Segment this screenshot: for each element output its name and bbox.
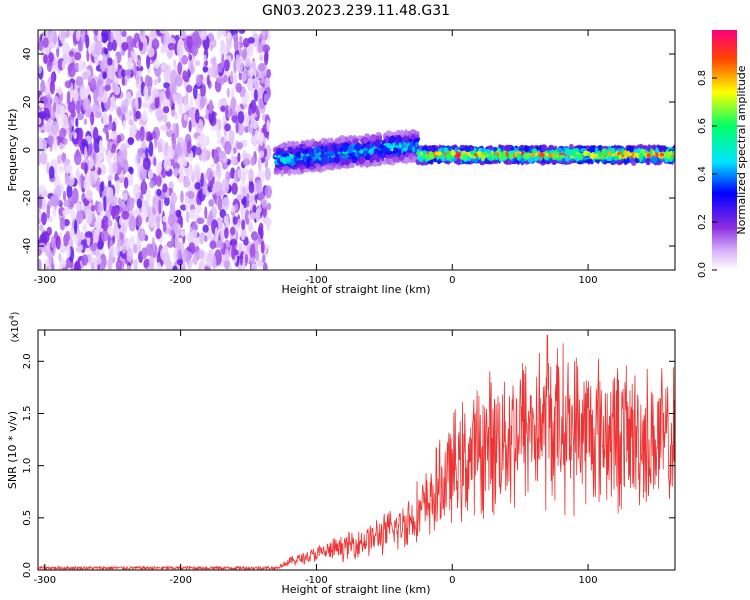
colorbar-label: Normalized spectral amplitude [735, 65, 748, 234]
snr-y-tick-label: 0.5 [22, 510, 33, 526]
snr-panel: -300 -200 -100 0 100 0.0 0.5 1.0 1.5 2.0 Height … [6, 311, 676, 596]
spectrogram-x-axis-label: Height of straight line (km) [281, 283, 430, 296]
x-tick-label: -100 [305, 575, 328, 586]
y-tick-label: 40 [22, 48, 33, 61]
x-tick-label: 100 [579, 575, 598, 586]
x-tick-label: -200 [169, 275, 192, 286]
snr-y-tick-label: 1.0 [22, 458, 33, 474]
figure-title: GN03.2023.239.11.48.G31 [262, 3, 450, 19]
heatmap-region-signal-onset [272, 128, 421, 177]
colorbar-tick-label: 0.4 [697, 166, 708, 182]
colorbar: 0.0 0.2 0.4 0.6 0.8 Normalized spectral ampl… [697, 30, 748, 278]
colorbar-tick-label: 0.0 [697, 262, 708, 278]
spectrogram-x-ticks: -300 -200 -100 0 100 [33, 30, 598, 286]
snr-y-tick-label: 2.0 [22, 353, 33, 369]
heatmap-region-noise [38, 30, 272, 270]
colorbar-gradient [712, 30, 737, 270]
colorbar-tick-label: 0.8 [697, 70, 708, 86]
x-tick-label: -300 [33, 275, 56, 286]
x-tick-label: 0 [449, 575, 455, 586]
snr-series-line [38, 334, 675, 570]
x-tick-label: 0 [449, 275, 455, 286]
y-tick-label: -20 [22, 190, 33, 206]
colorbar-tick-label: 0.2 [697, 214, 708, 230]
snr-y-scale-label: (x104) [8, 311, 21, 342]
colorbar-ticks: 0.0 0.2 0.4 0.6 0.8 [697, 70, 717, 278]
x-tick-label: -200 [169, 575, 192, 586]
spectrogram-heatmap [38, 30, 675, 270]
heatmap-region-steady-tone [415, 143, 675, 166]
x-tick-label: 100 [579, 275, 598, 286]
snr-y-tick-label: 1.5 [22, 406, 33, 422]
y-tick-label: 20 [22, 96, 33, 109]
snr-x-ticks: -300 -200 -100 0 100 [33, 330, 598, 586]
x-tick-label: -300 [33, 575, 56, 586]
colorbar-tick-label: 0.6 [697, 118, 708, 134]
spectrogram-y-axis-label: Frequency (Hz) [6, 109, 19, 192]
snr-y-axis-label: SNR (10 * v/v) [6, 411, 19, 489]
snr-x-axis-label: Height of straight line (km) [281, 583, 430, 596]
snr-y-tick-label: 0.0 [22, 562, 33, 578]
spectrogram-y-ticks: -40 -20 0 20 40 [22, 48, 675, 254]
y-tick-label: -40 [22, 238, 33, 254]
y-tick-label: 0 [22, 147, 33, 153]
x-tick-label: -100 [305, 275, 328, 286]
snr-y-ticks: 0.0 0.5 1.0 1.5 2.0 [22, 353, 675, 578]
